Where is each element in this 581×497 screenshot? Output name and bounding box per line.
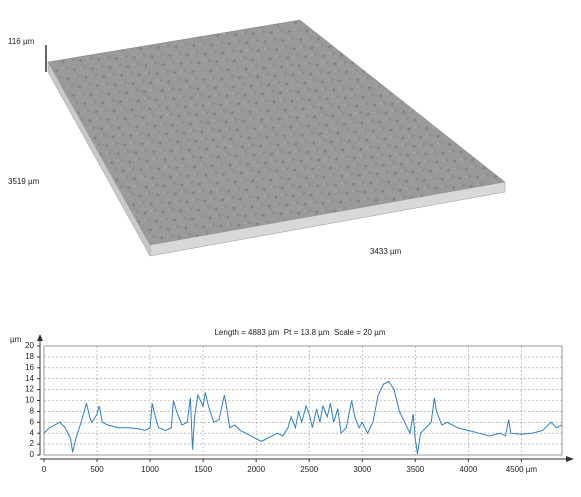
y-tick-label: 8 <box>30 407 35 416</box>
y-tick-label: 6 <box>30 417 35 426</box>
x-tick-label: 1500 <box>194 465 212 474</box>
z-label: 116 µm <box>8 37 35 46</box>
y-tick-label: 18 <box>25 352 34 361</box>
surface-3d: 116 µm 3519 µm 3433 µm <box>8 19 506 257</box>
profile-line <box>43 380 562 454</box>
profile-chart: Length = 4883 µm Pt = 13.8 µm Scale = 20… <box>10 328 574 474</box>
y-tick-label: 10 <box>25 396 34 405</box>
surface-side <box>47 61 151 257</box>
y-tick-label: 4 <box>30 428 35 437</box>
x-tick-label: 3000 <box>353 465 371 474</box>
x-arrow <box>566 456 574 462</box>
x-tick-label: 1000 <box>141 465 159 474</box>
x-tick-label: 2500 <box>300 465 318 474</box>
x-tick-label: 3500 <box>406 465 424 474</box>
y-tick-label: 16 <box>25 363 34 372</box>
y-tick-label: 14 <box>25 374 34 383</box>
chart-title: Length = 4883 µm Pt = 13.8 µm Scale = 20… <box>214 328 385 337</box>
y-tick-label: 2 <box>30 439 35 448</box>
x-tick-label: 4500 µm <box>506 465 538 474</box>
surface-top <box>47 19 506 246</box>
y-axis-label: µm <box>10 335 22 344</box>
y-tick-label: 12 <box>25 385 34 394</box>
x-label: 3433 µm <box>370 247 402 256</box>
x-tick-label: 0 <box>42 465 47 474</box>
y-label: 3519 µm <box>8 177 40 186</box>
x-tick-label: 4000 <box>459 465 477 474</box>
x-tick-label: 500 <box>90 465 104 474</box>
y-tick-label: 20 <box>25 341 34 350</box>
y-tick-label: 0 <box>30 450 35 459</box>
x-tick-label: 2000 <box>247 465 265 474</box>
y-arrow <box>37 334 43 341</box>
